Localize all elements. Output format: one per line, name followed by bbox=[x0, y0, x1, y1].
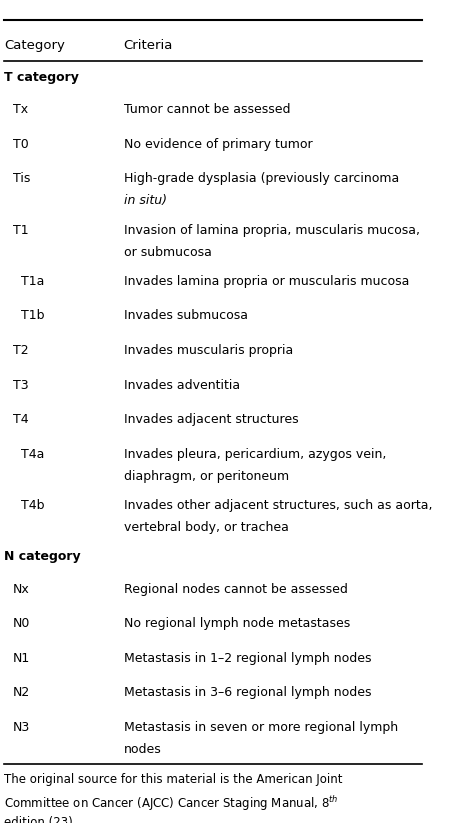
Text: Tumor cannot be assessed: Tumor cannot be assessed bbox=[124, 103, 290, 116]
Text: Committee on Cancer (AJCC) Cancer Staging Manual, 8$^{th}$: Committee on Cancer (AJCC) Cancer Stagin… bbox=[4, 794, 339, 813]
Text: Invades submucosa: Invades submucosa bbox=[124, 309, 247, 323]
Text: T1: T1 bbox=[13, 224, 28, 236]
Text: The original source for this material is the American Joint: The original source for this material is… bbox=[4, 773, 343, 786]
Text: T category: T category bbox=[4, 71, 79, 84]
Text: No regional lymph node metastases: No regional lymph node metastases bbox=[124, 617, 350, 630]
Text: Nx: Nx bbox=[13, 583, 29, 596]
Text: N category: N category bbox=[4, 551, 81, 563]
Text: vertebral body, or trachea: vertebral body, or trachea bbox=[124, 521, 289, 534]
Text: Metastasis in 1–2 regional lymph nodes: Metastasis in 1–2 regional lymph nodes bbox=[124, 652, 371, 665]
Text: Regional nodes cannot be assessed: Regional nodes cannot be assessed bbox=[124, 583, 347, 596]
Text: Invades lamina propria or muscularis mucosa: Invades lamina propria or muscularis muc… bbox=[124, 275, 409, 288]
Text: T1b: T1b bbox=[21, 309, 45, 323]
Text: High-grade dysplasia (previously carcinoma: High-grade dysplasia (previously carcino… bbox=[124, 172, 399, 185]
Text: T1a: T1a bbox=[21, 275, 45, 288]
Text: diaphragm, or peritoneum: diaphragm, or peritoneum bbox=[124, 470, 289, 483]
Text: No evidence of primary tumor: No evidence of primary tumor bbox=[124, 137, 312, 151]
Text: Category: Category bbox=[4, 40, 65, 53]
Text: T4: T4 bbox=[13, 413, 28, 426]
Text: Invasion of lamina propria, muscularis mucosa,: Invasion of lamina propria, muscularis m… bbox=[124, 224, 419, 236]
Text: or submucosa: or submucosa bbox=[124, 245, 211, 258]
Text: Invades other adjacent structures, such as aorta,: Invades other adjacent structures, such … bbox=[124, 499, 432, 512]
Text: N3: N3 bbox=[13, 721, 30, 734]
Text: N0: N0 bbox=[13, 617, 30, 630]
Text: N1: N1 bbox=[13, 652, 30, 665]
Text: T0: T0 bbox=[13, 137, 28, 151]
Text: Criteria: Criteria bbox=[124, 40, 173, 53]
Text: Invades pleura, pericardium, azygos vein,: Invades pleura, pericardium, azygos vein… bbox=[124, 448, 386, 461]
Text: Invades adventitia: Invades adventitia bbox=[124, 379, 240, 392]
Text: T4b: T4b bbox=[21, 499, 45, 512]
Text: Tx: Tx bbox=[13, 103, 28, 116]
Text: Metastasis in 3–6 regional lymph nodes: Metastasis in 3–6 regional lymph nodes bbox=[124, 686, 371, 700]
Text: nodes: nodes bbox=[124, 743, 161, 756]
Text: Metastasis in seven or more regional lymph: Metastasis in seven or more regional lym… bbox=[124, 721, 398, 734]
Text: in situ): in situ) bbox=[124, 194, 167, 207]
Text: T3: T3 bbox=[13, 379, 28, 392]
Text: Invades adjacent structures: Invades adjacent structures bbox=[124, 413, 298, 426]
Text: T2: T2 bbox=[13, 344, 28, 357]
Text: edition (23).: edition (23). bbox=[4, 816, 77, 823]
Text: N2: N2 bbox=[13, 686, 30, 700]
Text: Invades muscularis propria: Invades muscularis propria bbox=[124, 344, 293, 357]
Text: Tis: Tis bbox=[13, 172, 30, 185]
Text: T4a: T4a bbox=[21, 448, 45, 461]
